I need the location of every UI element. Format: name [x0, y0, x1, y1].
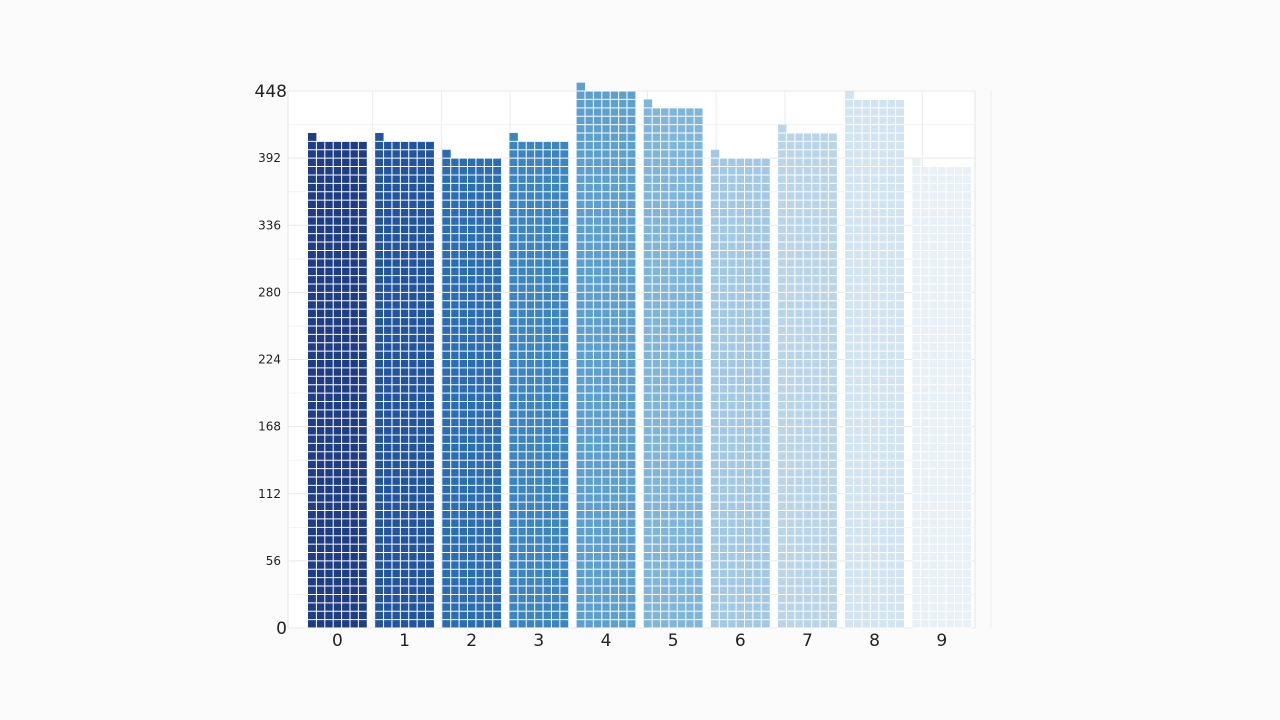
y-tick-label: 336: [258, 218, 281, 232]
bar-partial-row: [308, 132, 317, 142]
x-tick-label: 8: [869, 631, 880, 651]
bar-partial-row: [509, 132, 518, 142]
bar-body: [778, 132, 837, 629]
bar-7: [778, 124, 837, 629]
x-tick-label: 3: [533, 631, 544, 651]
x-axis-ticks: 0 1 2 3 4 5 6 7 8 9: [332, 631, 947, 651]
x-tick-label: 4: [601, 631, 612, 651]
bar-partial-row: [710, 149, 720, 159]
y-tick-label: 56: [266, 554, 281, 568]
bar-0: [308, 132, 367, 629]
y-tick-label: 224: [258, 353, 281, 367]
y-tick-label: 448: [255, 82, 287, 102]
bar-4: [576, 82, 636, 629]
bar-6: [710, 149, 770, 629]
y-tick-label: 168: [258, 420, 281, 434]
bar-partial-row: [375, 132, 384, 142]
x-tick-label: 0: [332, 631, 343, 651]
x-tick-label: 5: [668, 631, 679, 651]
y-tick-label: 0: [276, 619, 287, 639]
bar-partial-row: [576, 82, 585, 92]
x-tick-label: 7: [802, 631, 813, 651]
x-tick-label: 6: [735, 631, 746, 651]
bar-partial-row: [912, 158, 921, 167]
bar-3: [509, 132, 569, 629]
bars: [308, 82, 972, 629]
bar-body: [912, 166, 972, 629]
x-tick-label: 2: [466, 631, 477, 651]
bar-9: [912, 158, 972, 629]
bar-1: [375, 132, 434, 629]
bar-partial-row: [845, 91, 854, 100]
bar-partial-row: [643, 99, 653, 108]
y-tick-label: 112: [258, 487, 281, 501]
y-tick-label: 280: [258, 285, 281, 299]
bar-2: [442, 149, 502, 629]
y-tick-label: 392: [258, 151, 281, 165]
x-tick-label: 1: [399, 631, 410, 651]
bar-partial-row: [778, 124, 787, 133]
y-axis-ticks: 0 56 112 168 224 280 336 392 448: [255, 82, 287, 639]
bar-body: [845, 99, 904, 629]
x-tick-label: 9: [936, 631, 947, 651]
bar-partial-row: [442, 149, 451, 159]
bar-8: [845, 91, 904, 629]
bar-5: [643, 99, 703, 629]
